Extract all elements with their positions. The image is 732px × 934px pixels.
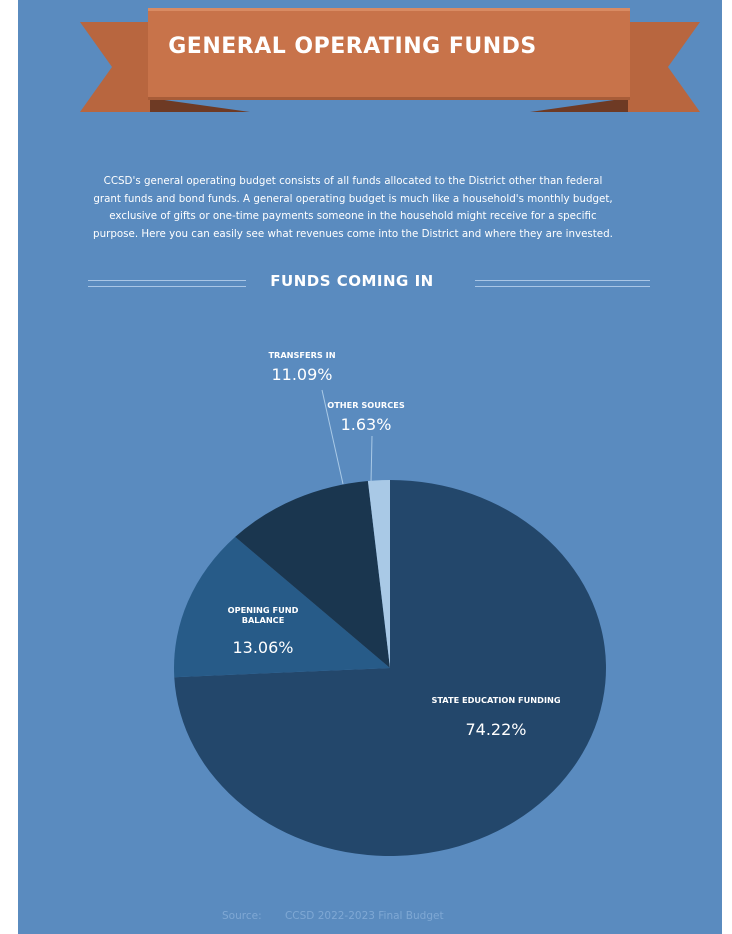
pie-slice-state-education-funding (174, 480, 607, 857)
slice-value-state-education-funding: 74.22% (465, 720, 526, 739)
intro-line: grant funds and bond funds. A general op… (93, 192, 613, 205)
pie-slice-other-sources (367, 480, 390, 668)
slice-label-opening-fund-balance: BALANCE (242, 615, 285, 625)
source-value: CCSD 2022-2023 Final Budget (284, 910, 444, 922)
slice-label-opening-fund-balance: OPENING FUND (228, 605, 299, 615)
source-footer: Source: CCSD 2022-2023 Final Budget (222, 910, 444, 922)
slice-label-state-education-funding: STATE EDUCATION FUNDING (431, 695, 560, 705)
leader-line-transfers-in (321, 389, 344, 485)
slice-value-other-sources: 1.63% (341, 415, 392, 434)
source-label: Source: (222, 910, 262, 922)
slice-label-other-sources: OTHER SOURCES (327, 400, 405, 410)
page-title: GENERAL OPERATING FUNDS (168, 34, 537, 59)
intro-paragraph: CCSD's general operating budget consists… (82, 173, 624, 243)
chart-title: FUNDS COMING IN (270, 272, 434, 290)
intro-line: CCSD's general operating budget consists… (103, 175, 603, 187)
pie-slice-transfers-in (235, 480, 390, 668)
section-divider-left (88, 280, 246, 287)
slice-label-transfers-in: TRANSFERS IN (268, 350, 335, 360)
slice-value-opening-fund-balance: 13.06% (232, 638, 293, 657)
intro-line: purpose. Here you can easily see what re… (93, 227, 613, 240)
leader-line-other-sources (370, 435, 373, 484)
pie-slice-opening-fund-balance (174, 536, 390, 678)
section-divider-right (475, 280, 650, 287)
intro-line: exclusive of gifts or one-time payments … (109, 210, 597, 222)
slice-value-transfers-in: 11.09% (271, 365, 332, 384)
